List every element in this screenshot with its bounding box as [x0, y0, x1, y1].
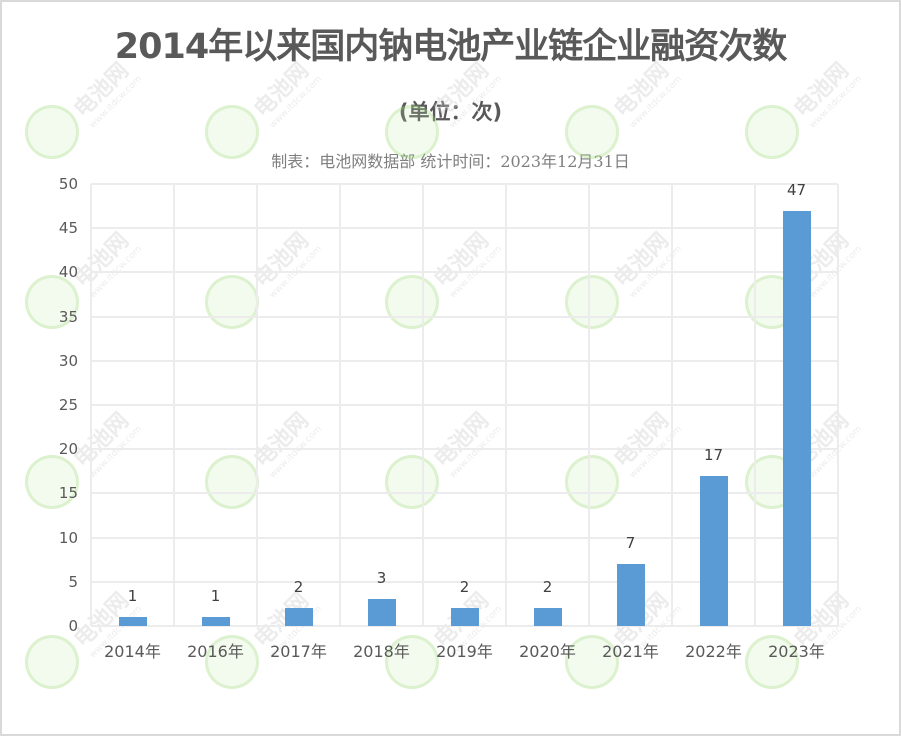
- gridline-h: [91, 315, 838, 318]
- y-tick-label: 0: [68, 617, 78, 635]
- gridline-v: [754, 184, 756, 626]
- x-tick-label: 2017年: [270, 642, 327, 661]
- y-tick-label: 5: [68, 572, 78, 591]
- x-tick-label: 2022年: [685, 642, 742, 661]
- bar: [699, 475, 728, 626]
- data-label: 1: [127, 587, 138, 606]
- y-tick-label: 15: [58, 484, 78, 503]
- data-label: 2: [459, 578, 470, 597]
- bar: [118, 617, 147, 626]
- bar: [201, 617, 230, 626]
- y-tick-label: 20: [58, 440, 78, 459]
- gridline-h: [91, 536, 838, 539]
- gridline-v: [837, 184, 839, 626]
- chart-title: 2014年以来国内钠电池产业链企业融资次数: [114, 27, 787, 67]
- y-tick-label: 35: [58, 307, 78, 326]
- gridline-v: [588, 184, 590, 626]
- x-tick-label: 2016年: [187, 642, 244, 661]
- data-label: 1: [210, 587, 221, 606]
- data-label: 3: [376, 569, 387, 588]
- x-tick-label: 2023年: [768, 642, 825, 661]
- bar: [284, 608, 313, 626]
- gridline-v: [173, 184, 175, 626]
- x-tick-label: 2014年: [104, 642, 161, 661]
- y-tick-label: 30: [58, 351, 78, 370]
- data-label: 2: [293, 578, 304, 597]
- gridline-v: [422, 184, 424, 626]
- bar: [367, 599, 396, 626]
- gridline-h: [91, 448, 838, 451]
- data-label: 7: [625, 534, 636, 553]
- chart-source: 制表：电池网数据部 统计时间：2023年12月31日: [271, 152, 630, 171]
- gridline-h: [91, 492, 838, 495]
- bar: [450, 608, 479, 626]
- gridline-h: [91, 183, 838, 185]
- y-tick-label: 50: [58, 175, 78, 193]
- data-label: 2: [542, 578, 553, 597]
- gridline-h: [91, 227, 838, 230]
- gridline-v: [671, 184, 673, 626]
- gridline-h: [91, 271, 838, 274]
- x-tick-label: 2018年: [353, 642, 410, 661]
- gridline-v: [339, 184, 341, 626]
- gridline-v: [90, 184, 92, 626]
- bar: [616, 564, 645, 626]
- bar: [782, 210, 811, 626]
- gridline-h: [91, 404, 838, 406]
- y-tick-label: 25: [58, 396, 78, 414]
- x-tick-label: 2020年: [519, 642, 576, 661]
- gridline-h: [91, 359, 838, 362]
- gridline-v: [256, 184, 258, 626]
- bar: [533, 608, 562, 626]
- x-tick-label: 2021年: [602, 642, 659, 661]
- data-label: 17: [703, 445, 724, 464]
- y-tick-label: 10: [58, 528, 78, 547]
- gridline-h: [91, 580, 838, 583]
- data-label: 47: [786, 180, 807, 199]
- gridline-v: [505, 184, 507, 626]
- gridline-h: [91, 625, 838, 627]
- y-tick-label: 45: [58, 219, 78, 238]
- chart-unit: (单位：次): [398, 100, 503, 124]
- plot-area: 1 1 2 3 2 2 7 17 47: [90, 180, 839, 627]
- y-tick-label: 40: [58, 263, 78, 282]
- x-tick-label: 2019年: [436, 642, 493, 661]
